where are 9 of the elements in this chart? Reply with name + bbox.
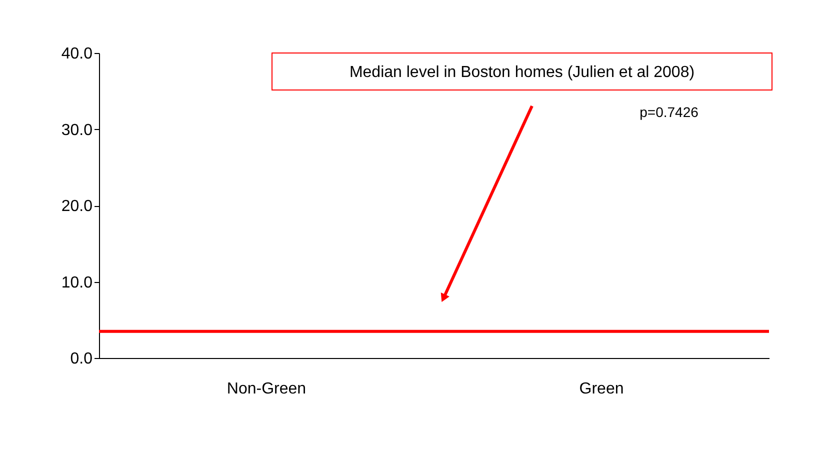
x-tick-label: Green — [579, 380, 624, 398]
y-tick-label: 0.0 — [70, 350, 93, 368]
x-tick-label: Non-Green — [226, 380, 306, 398]
y-tick-label: 30.0 — [61, 122, 93, 139]
y-tick-label: 40.0 — [61, 46, 93, 62]
y-tick-label: 20.0 — [61, 198, 93, 215]
y-tick-label: 10.0 — [61, 274, 93, 292]
annotation: p=0.7426 — [640, 104, 699, 120]
annotation: Median level in Boston homes (Julien et al 2008) — [349, 64, 695, 81]
